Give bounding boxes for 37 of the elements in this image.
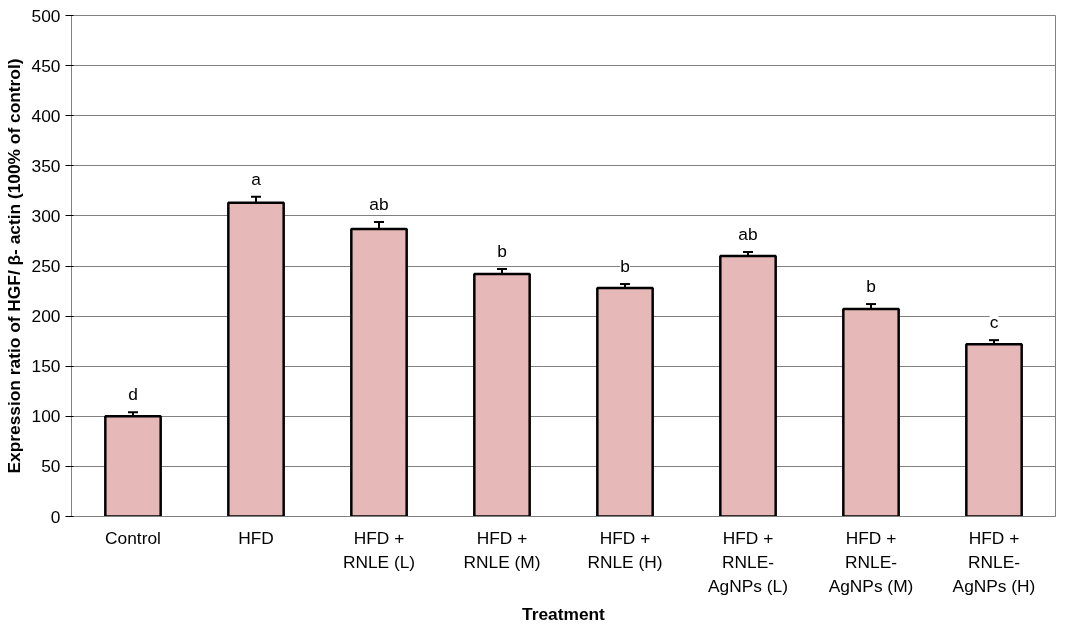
y-tick-label: 300 — [31, 205, 61, 226]
bar — [596, 286, 654, 517]
y-tick-label: 150 — [31, 356, 61, 377]
y-axis-title: Expression ratio of HGF/ β- actin (100% of control) — [3, 58, 24, 474]
annotation: b — [620, 256, 630, 277]
bar — [719, 254, 777, 517]
x-tick-label: HFD + RNLE- AgNPs (M) — [828, 527, 914, 596]
annotation: d — [128, 384, 138, 405]
x-tick-label: HFD + RNLE- AgNPs (L) — [708, 527, 788, 596]
bar — [350, 227, 408, 517]
bar — [842, 307, 900, 517]
x-tick-label: HFD — [238, 527, 274, 548]
annotation: ab — [738, 223, 758, 244]
y-tick-label: 400 — [31, 105, 61, 126]
y-tick-label: 50 — [41, 456, 61, 477]
y-tick-label: 200 — [31, 306, 61, 327]
y-tick-label: 250 — [31, 256, 61, 276]
y-tick-label: 500 — [31, 5, 61, 26]
annotation: b — [497, 241, 507, 262]
annotation: ab — [369, 193, 389, 214]
x-tick-label: HFD + RNLE- AgNPs (H) — [952, 527, 1036, 596]
bar — [227, 201, 285, 517]
x-tick-label: HFD + RNLE (L) — [342, 527, 416, 572]
bar — [473, 272, 531, 517]
y-tick-label: 450 — [31, 55, 61, 76]
bar — [104, 415, 162, 517]
bar — [965, 342, 1023, 517]
x-tick-label: HFD + RNLE (M) — [463, 527, 541, 572]
y-tick-label: 100 — [31, 406, 61, 427]
annotation: c — [989, 312, 999, 333]
annotation: b — [866, 276, 876, 297]
x-tick-label: HFD + RNLE (H) — [587, 527, 663, 572]
x-axis-title: Treatment — [522, 603, 606, 624]
y-tick-label: 350 — [31, 155, 61, 176]
x-tick-label: Control — [105, 527, 161, 548]
y-tick-label: 0 — [50, 506, 61, 527]
annotation: a — [251, 168, 262, 189]
